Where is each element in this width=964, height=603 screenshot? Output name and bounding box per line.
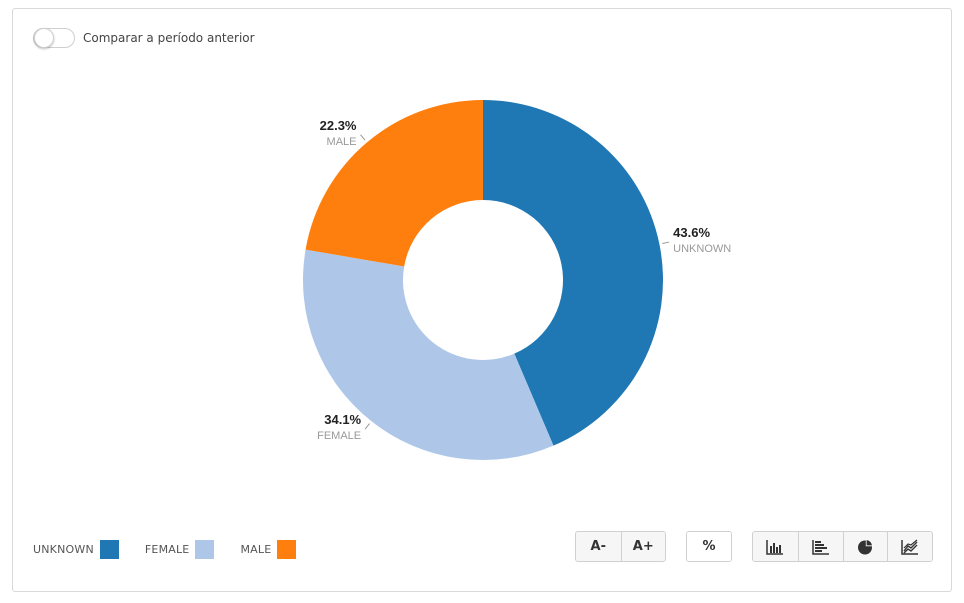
legend-swatch: [195, 540, 215, 559]
area-chart-button[interactable]: [887, 532, 932, 561]
percent-button[interactable]: %: [687, 532, 731, 561]
font-size-controls: A- A+: [575, 531, 666, 562]
compare-toggle[interactable]: [33, 28, 75, 48]
chart-legend: UNKNOWN FEMALE MALE: [33, 540, 297, 559]
font-decrease-button[interactable]: A-: [576, 532, 621, 561]
legend-item-unknown[interactable]: UNKNOWN: [33, 540, 119, 559]
slice-percent-label: 34.1%: [324, 412, 361, 427]
slice-category-label: UNKNOWN: [673, 243, 731, 255]
pie-chart-icon: [858, 538, 874, 554]
toggle-knob: [34, 28, 54, 48]
pie-chart-button[interactable]: [842, 532, 888, 561]
donut-slice-unknown[interactable]: [483, 100, 663, 446]
legend-label: FEMALE: [144, 543, 190, 556]
legend-label: MALE: [240, 543, 272, 556]
label-connector: [662, 241, 670, 244]
legend-label: UNKNOWN: [33, 543, 94, 556]
font-increase-button[interactable]: A+: [620, 532, 665, 561]
compare-previous-period: Comparar a período anterior: [33, 28, 255, 48]
legend-swatch: [99, 540, 119, 559]
chart-type-controls: [752, 531, 933, 562]
slice-category-label: FEMALE: [317, 430, 361, 442]
legend-swatch: [277, 540, 297, 559]
horizontal-bar-chart-icon: [811, 539, 829, 555]
slice-percent-label: 43.6%: [673, 225, 710, 240]
slice-percent-label: 22.3%: [320, 118, 357, 133]
label-connector: [364, 423, 370, 430]
legend-item-male[interactable]: MALE: [240, 540, 297, 559]
horizontal-bar-chart-button[interactable]: [797, 532, 843, 561]
area-chart-icon: [901, 539, 919, 555]
donut-slice-male[interactable]: [305, 100, 483, 267]
legend-item-female[interactable]: FEMALE: [145, 540, 215, 559]
compare-label: Comparar a período anterior: [83, 31, 255, 45]
label-connector: [360, 134, 366, 141]
bar-chart-icon: [766, 539, 784, 555]
bar-chart-button[interactable]: [753, 532, 798, 561]
percent-controls: %: [686, 531, 732, 562]
donut-slice-female[interactable]: [303, 249, 554, 460]
slice-category-label: MALE: [327, 136, 357, 148]
